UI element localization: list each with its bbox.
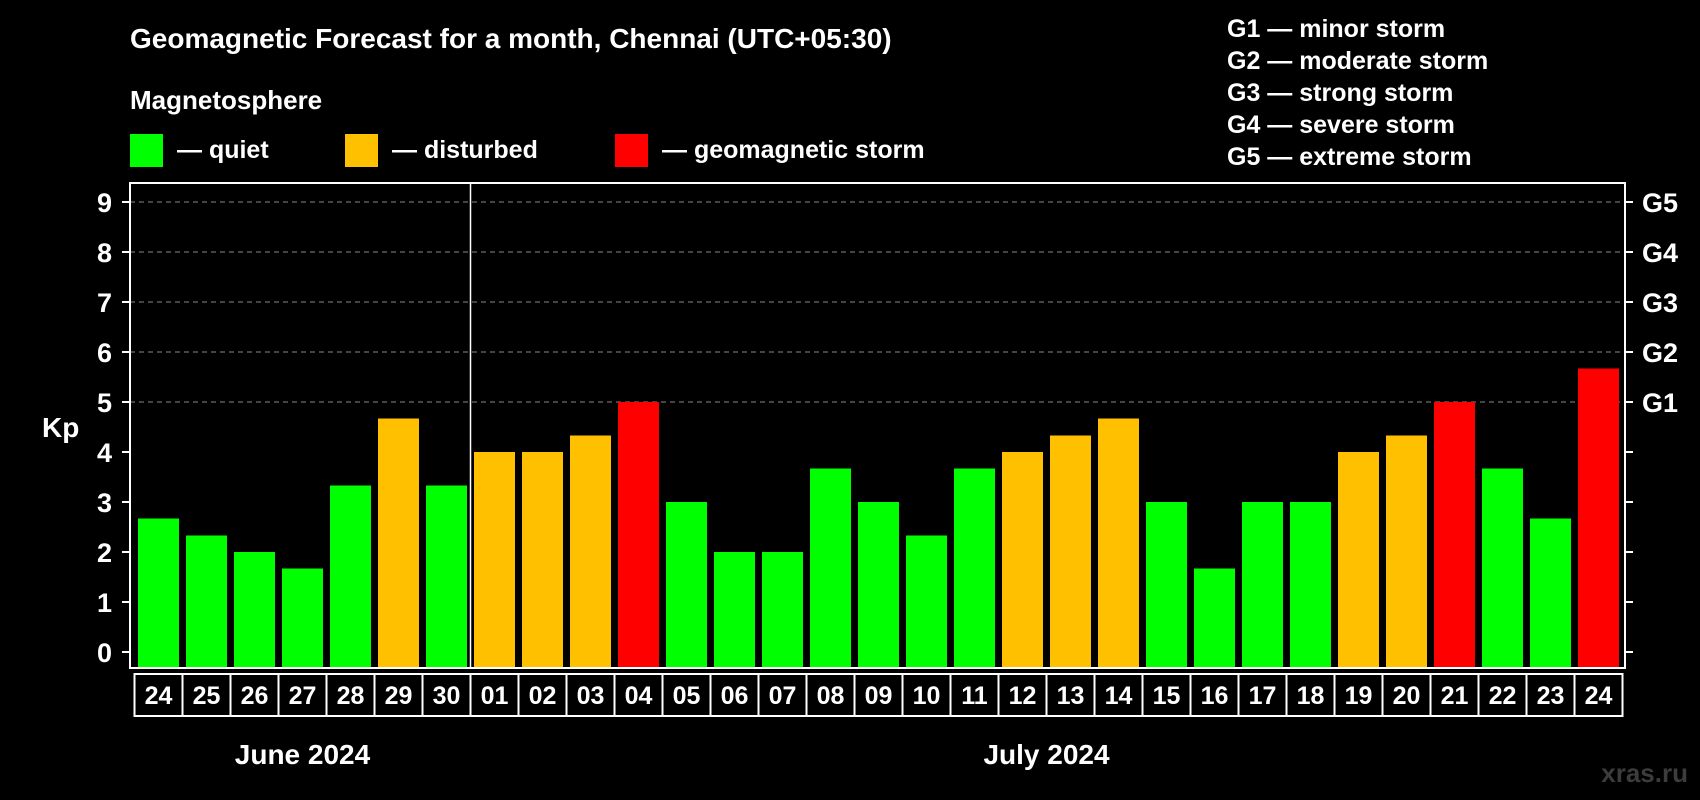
storm-tick-label: G3 — [1642, 288, 1678, 318]
bar-quiet — [426, 486, 467, 668]
bar-disturbed — [522, 452, 563, 667]
day-label: 19 — [1345, 682, 1373, 710]
y-tick-label: 1 — [97, 588, 112, 618]
day-label: 23 — [1537, 682, 1565, 710]
bar-disturbed — [1002, 452, 1043, 667]
day-label: 25 — [193, 682, 221, 710]
day-label: 30 — [433, 682, 461, 710]
legend-label-storm: — geomagnetic storm — [662, 136, 925, 164]
day-label: 27 — [289, 682, 317, 710]
bar-quiet — [234, 552, 275, 667]
day-label: 21 — [1441, 682, 1469, 710]
day-label: 24 — [145, 682, 173, 710]
bar-quiet — [282, 569, 323, 668]
day-label: 09 — [865, 682, 893, 710]
y-tick-label: 2 — [97, 538, 112, 568]
day-label: 18 — [1297, 682, 1325, 710]
y-tick-label: 7 — [97, 288, 112, 318]
bar-quiet — [762, 552, 803, 667]
storm-legend-item: G2 — moderate storm — [1227, 47, 1488, 75]
bar-quiet — [1194, 569, 1235, 668]
legend-swatch-quiet — [130, 134, 163, 167]
y-tick-label: 8 — [97, 238, 112, 268]
bar-quiet — [1482, 469, 1523, 668]
bar-storm — [618, 402, 659, 667]
bar-quiet — [954, 469, 995, 668]
bar-disturbed — [1386, 436, 1427, 668]
day-label: 03 — [577, 682, 605, 710]
bar-quiet — [666, 502, 707, 667]
day-label: 29 — [385, 682, 413, 710]
legend-swatch-storm — [615, 134, 648, 167]
day-label: 04 — [625, 682, 653, 710]
legend: — quiet — disturbed — geomagnetic storm — [130, 134, 925, 167]
day-label: 06 — [721, 682, 749, 710]
bar-quiet — [810, 469, 851, 668]
bar-quiet — [1242, 502, 1283, 667]
bar-quiet — [906, 536, 947, 668]
day-label: 20 — [1393, 682, 1421, 710]
month-label: July 2024 — [983, 739, 1110, 770]
bar-disturbed — [474, 452, 515, 667]
bar-disturbed — [1338, 452, 1379, 667]
bar-quiet — [186, 536, 227, 668]
bar-disturbed — [1098, 419, 1139, 668]
month-label: June 2024 — [235, 739, 371, 770]
storm-tick-label: G2 — [1642, 338, 1678, 368]
bar-disturbed — [378, 419, 419, 668]
legend-label-quiet: — quiet — [177, 136, 269, 164]
storm-tick-label: G4 — [1642, 238, 1678, 268]
day-label: 26 — [241, 682, 269, 710]
y-tick-label: 9 — [97, 188, 112, 218]
storm-tick-label: G1 — [1642, 388, 1678, 418]
bar-disturbed — [570, 436, 611, 668]
day-label: 14 — [1105, 682, 1133, 710]
day-label: 15 — [1153, 682, 1181, 710]
day-label: 22 — [1489, 682, 1517, 710]
day-label: 17 — [1249, 682, 1277, 710]
bar-storm — [1434, 402, 1475, 667]
y-tick-label: 5 — [97, 388, 112, 418]
storm-legend-item: G1 — minor storm — [1227, 15, 1445, 43]
geomagnetic-forecast-chart: Geomagnetic Forecast for a month, Chenna… — [0, 0, 1700, 800]
day-label: 10 — [913, 682, 941, 710]
y-tick-label: 0 — [97, 638, 112, 668]
day-label: 13 — [1057, 682, 1085, 710]
day-label: 05 — [673, 682, 701, 710]
bar-quiet — [1530, 519, 1571, 668]
day-label: 24 — [1585, 682, 1613, 710]
bar-quiet — [330, 486, 371, 668]
chart-subtitle: Magnetosphere — [130, 85, 322, 115]
day-label: 11 — [961, 682, 988, 710]
bar-quiet — [858, 502, 899, 667]
bar-quiet — [1290, 502, 1331, 667]
bar-disturbed — [1050, 436, 1091, 668]
day-label: 12 — [1009, 682, 1037, 710]
day-label: 07 — [769, 682, 797, 710]
day-label: 16 — [1201, 682, 1229, 710]
legend-swatch-disturbed — [345, 134, 378, 167]
day-label: 28 — [337, 682, 365, 710]
day-label: 02 — [529, 682, 557, 710]
day-labels: 24 25 26 27 28 29 30 01 02 03 04 05 06 07 08 09 10 11 12 13… — [135, 674, 1623, 716]
bar-quiet — [714, 552, 755, 667]
storm-legend-item: G4 — severe storm — [1227, 111, 1455, 139]
y-axis-label: Kp — [42, 412, 79, 443]
day-label: 08 — [817, 682, 845, 710]
storm-tick-label: G5 — [1642, 188, 1678, 218]
day-label: 01 — [481, 682, 509, 710]
bar-quiet — [138, 519, 179, 668]
y-tick-label: 6 — [97, 338, 112, 368]
chart-title: Geomagnetic Forecast for a month, Chenna… — [130, 23, 892, 54]
storm-legend-item: G5 — extreme storm — [1227, 143, 1472, 171]
storm-legend-item: G3 — strong storm — [1227, 79, 1453, 107]
watermark: xras.ru — [1601, 758, 1688, 788]
y-tick-label: 3 — [97, 488, 112, 518]
y-tick-label: 4 — [97, 438, 112, 468]
bar-quiet — [1146, 502, 1187, 667]
bar-storm — [1578, 369, 1619, 668]
legend-label-disturbed: — disturbed — [392, 136, 538, 164]
